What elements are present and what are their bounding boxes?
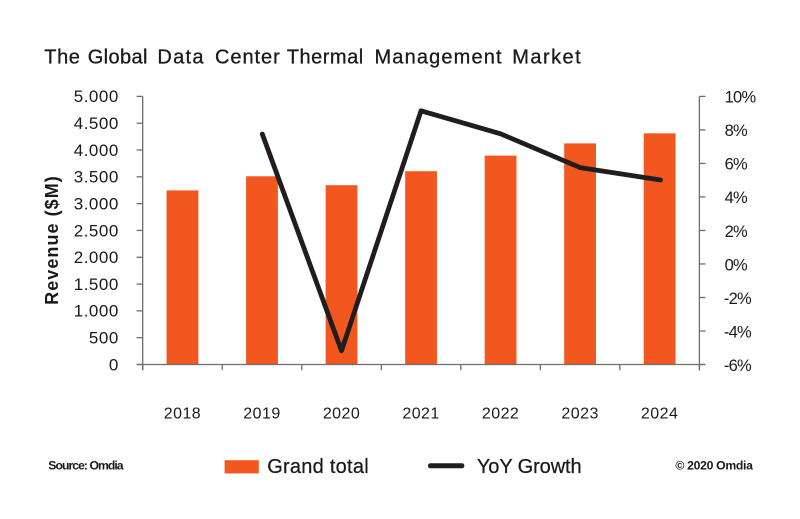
svg-text:Grand total: Grand total bbox=[267, 456, 369, 478]
svg-text:-2%: -2% bbox=[724, 290, 752, 308]
svg-text:YoY Growth: YoY Growth bbox=[477, 456, 582, 478]
svg-text:Revenue ($M): Revenue ($M) bbox=[42, 175, 62, 305]
svg-text:4.000: 4.000 bbox=[74, 141, 119, 160]
svg-text:-6%: -6% bbox=[724, 357, 752, 375]
svg-text:2.000: 2.000 bbox=[74, 248, 119, 267]
svg-text:8%: 8% bbox=[725, 122, 748, 140]
svg-text:1.000: 1.000 bbox=[74, 302, 119, 321]
svg-text:2019: 2019 bbox=[243, 406, 280, 423]
svg-text:2.500: 2.500 bbox=[74, 221, 119, 240]
svg-text:-4%: -4% bbox=[724, 323, 752, 341]
svg-text:2020: 2020 bbox=[323, 406, 360, 423]
svg-text:2023: 2023 bbox=[561, 406, 598, 423]
svg-text:10%: 10% bbox=[725, 89, 757, 107]
svg-text:1.500: 1.500 bbox=[74, 275, 119, 294]
svg-text:2024: 2024 bbox=[641, 406, 678, 423]
svg-text:6%: 6% bbox=[725, 156, 748, 174]
svg-text:4.500: 4.500 bbox=[74, 114, 119, 133]
svg-text:4%: 4% bbox=[725, 189, 748, 207]
svg-text:5.000: 5.000 bbox=[74, 87, 119, 106]
svg-text:2021: 2021 bbox=[402, 406, 439, 423]
svg-text:0%: 0% bbox=[725, 256, 748, 274]
svg-text:2%: 2% bbox=[725, 223, 748, 241]
svg-text:0: 0 bbox=[109, 355, 119, 374]
svg-text:3.000: 3.000 bbox=[74, 194, 119, 213]
svg-text:Source: Omdia: Source: Omdia bbox=[48, 459, 124, 473]
svg-text:2022: 2022 bbox=[482, 406, 519, 423]
svg-text:2018: 2018 bbox=[164, 406, 201, 423]
svg-text:3.500: 3.500 bbox=[74, 168, 119, 187]
svg-text:500: 500 bbox=[89, 328, 119, 347]
svg-text:© 2020 Omdia: © 2020 Omdia bbox=[675, 459, 753, 473]
